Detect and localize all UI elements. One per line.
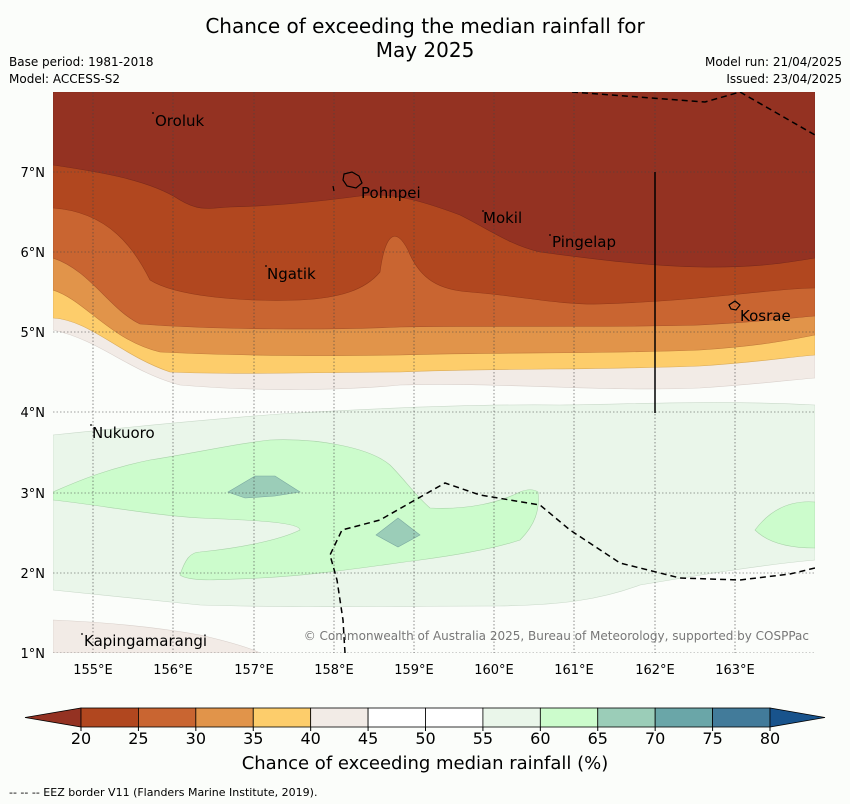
colorbar-segment (367, 707, 426, 728)
eez-border (329, 92, 815, 653)
issued-date: Issued: 23/04/2025 (726, 72, 842, 86)
colorbar-tick-label: 45 (358, 729, 378, 748)
meta-left: Base period: 1981-2018 Model: ACCESS-S2 (9, 54, 154, 88)
colorbar-segment (712, 707, 771, 728)
islands (332, 171, 741, 311)
meta-right: Model run: 21/04/2025 Issued: 23/04/2025 (705, 54, 842, 88)
place-label-nukuoro: Nukuoro (92, 424, 155, 442)
contour-below-20 (53, 92, 815, 268)
footnote: -- -- -- EEZ border V11 (Flanders Marine… (9, 786, 318, 799)
contour-60-65 (53, 439, 539, 581)
page-title: Chance of exceeding the median rainfall … (0, 14, 850, 62)
colorbar-segment (425, 707, 484, 728)
base-period: Base period: 1981-2018 (9, 55, 154, 69)
colorbar-segment (138, 707, 197, 728)
ant-atoll-icon (332, 185, 335, 192)
lat-label: 5°N (21, 326, 46, 341)
lon-label: 157°E (234, 663, 274, 678)
lon-label: 155°E (73, 663, 113, 678)
lon-label: 158°E (314, 663, 354, 678)
lon-label: 163°E (715, 663, 755, 678)
lat-label: 3°N (21, 487, 46, 502)
lon-label: 162°E (635, 663, 675, 678)
lat-label: 1°N (21, 647, 46, 662)
lat-label: 6°N (21, 246, 46, 261)
lon-axis: 155°E 156°E 157°E 158°E 159°E 160°E 161°… (73, 663, 755, 678)
pohnpei-island-icon (342, 171, 363, 189)
colorbar-tick-label: 65 (588, 729, 608, 748)
colorbar-tick-label: 55 (473, 729, 493, 748)
contour-40-45-south (53, 619, 261, 653)
lat-label: 2°N (21, 567, 46, 582)
colorbar-over-arrow (769, 707, 826, 728)
colorbar-segment (80, 707, 139, 728)
lon-label: 156°E (153, 663, 193, 678)
lat-label: 7°N (21, 166, 46, 181)
contour-60-65-east (754, 501, 815, 549)
place-label-ngatik: Ngatik (267, 265, 316, 283)
contour-65-70-a (227, 475, 301, 499)
title-line-2: May 2025 (375, 38, 475, 62)
rainfall-contours (53, 92, 815, 653)
model-run: Model run: 21/04/2025 (704, 55, 842, 69)
colorbar-tick-label: 40 (300, 729, 320, 748)
colorbar-tick-label: 50 (415, 729, 435, 748)
title-line-1: Chance of exceeding the median rainfall … (205, 14, 645, 38)
lat-label: 4°N (21, 406, 46, 421)
place-label-pohnpei: Pohnpei (361, 184, 421, 202)
place-labels: Oroluk Pohnpei Mokil Pingelap Ngatik Kos… (84, 112, 791, 650)
place-label-pingelap: Pingelap (552, 233, 616, 251)
colorbar-tick-label: 75 (702, 729, 722, 748)
lon-label: 159°E (394, 663, 434, 678)
lon-label: 161°E (554, 663, 594, 678)
island-dots (81, 112, 551, 635)
colorbar-segment (252, 707, 312, 728)
colorbar-label: Chance of exceeding median rainfall (%) (241, 753, 609, 774)
place-label-mokil: Mokil (483, 209, 522, 227)
colorbar-tick-label: 80 (760, 729, 780, 748)
colorbar-tick-label: 35 (243, 729, 263, 748)
colorbar-segment (597, 707, 656, 728)
colorbar-segment (539, 707, 599, 728)
colorbar-segment (482, 707, 541, 728)
place-label-kosrae: Kosrae (740, 307, 791, 325)
colorbar-segment (195, 707, 254, 728)
colorbar: 20 25 30 35 40 45 50 55 60 65 70 75 80 (24, 707, 826, 748)
place-label-oroluk: Oroluk (155, 112, 204, 130)
colorbar-segment (310, 707, 369, 728)
kosrae-island-icon (728, 300, 741, 311)
colorbar-segment (654, 707, 713, 728)
colorbar-tick-label: 70 (645, 729, 665, 748)
colorbar-under-arrow (24, 707, 82, 728)
contour-65-70-b (375, 517, 421, 548)
place-label-kapingamarangi: Kapingamarangi (84, 632, 207, 650)
copyright-notice: © Commonwealth of Australia 2025, Bureau… (304, 629, 809, 643)
lat-axis: 7°N 6°N 5°N 4°N 3°N 2°N 1°N (21, 166, 46, 662)
colorbar-tick-label: 20 (71, 729, 91, 748)
model-name: Model: ACCESS-S2 (9, 72, 121, 86)
colorbar-tick-label: 60 (530, 729, 550, 748)
colorbar-tick-label: 30 (186, 729, 206, 748)
lon-label: 160°E (474, 663, 514, 678)
colorbar-tick-label: 25 (128, 729, 148, 748)
